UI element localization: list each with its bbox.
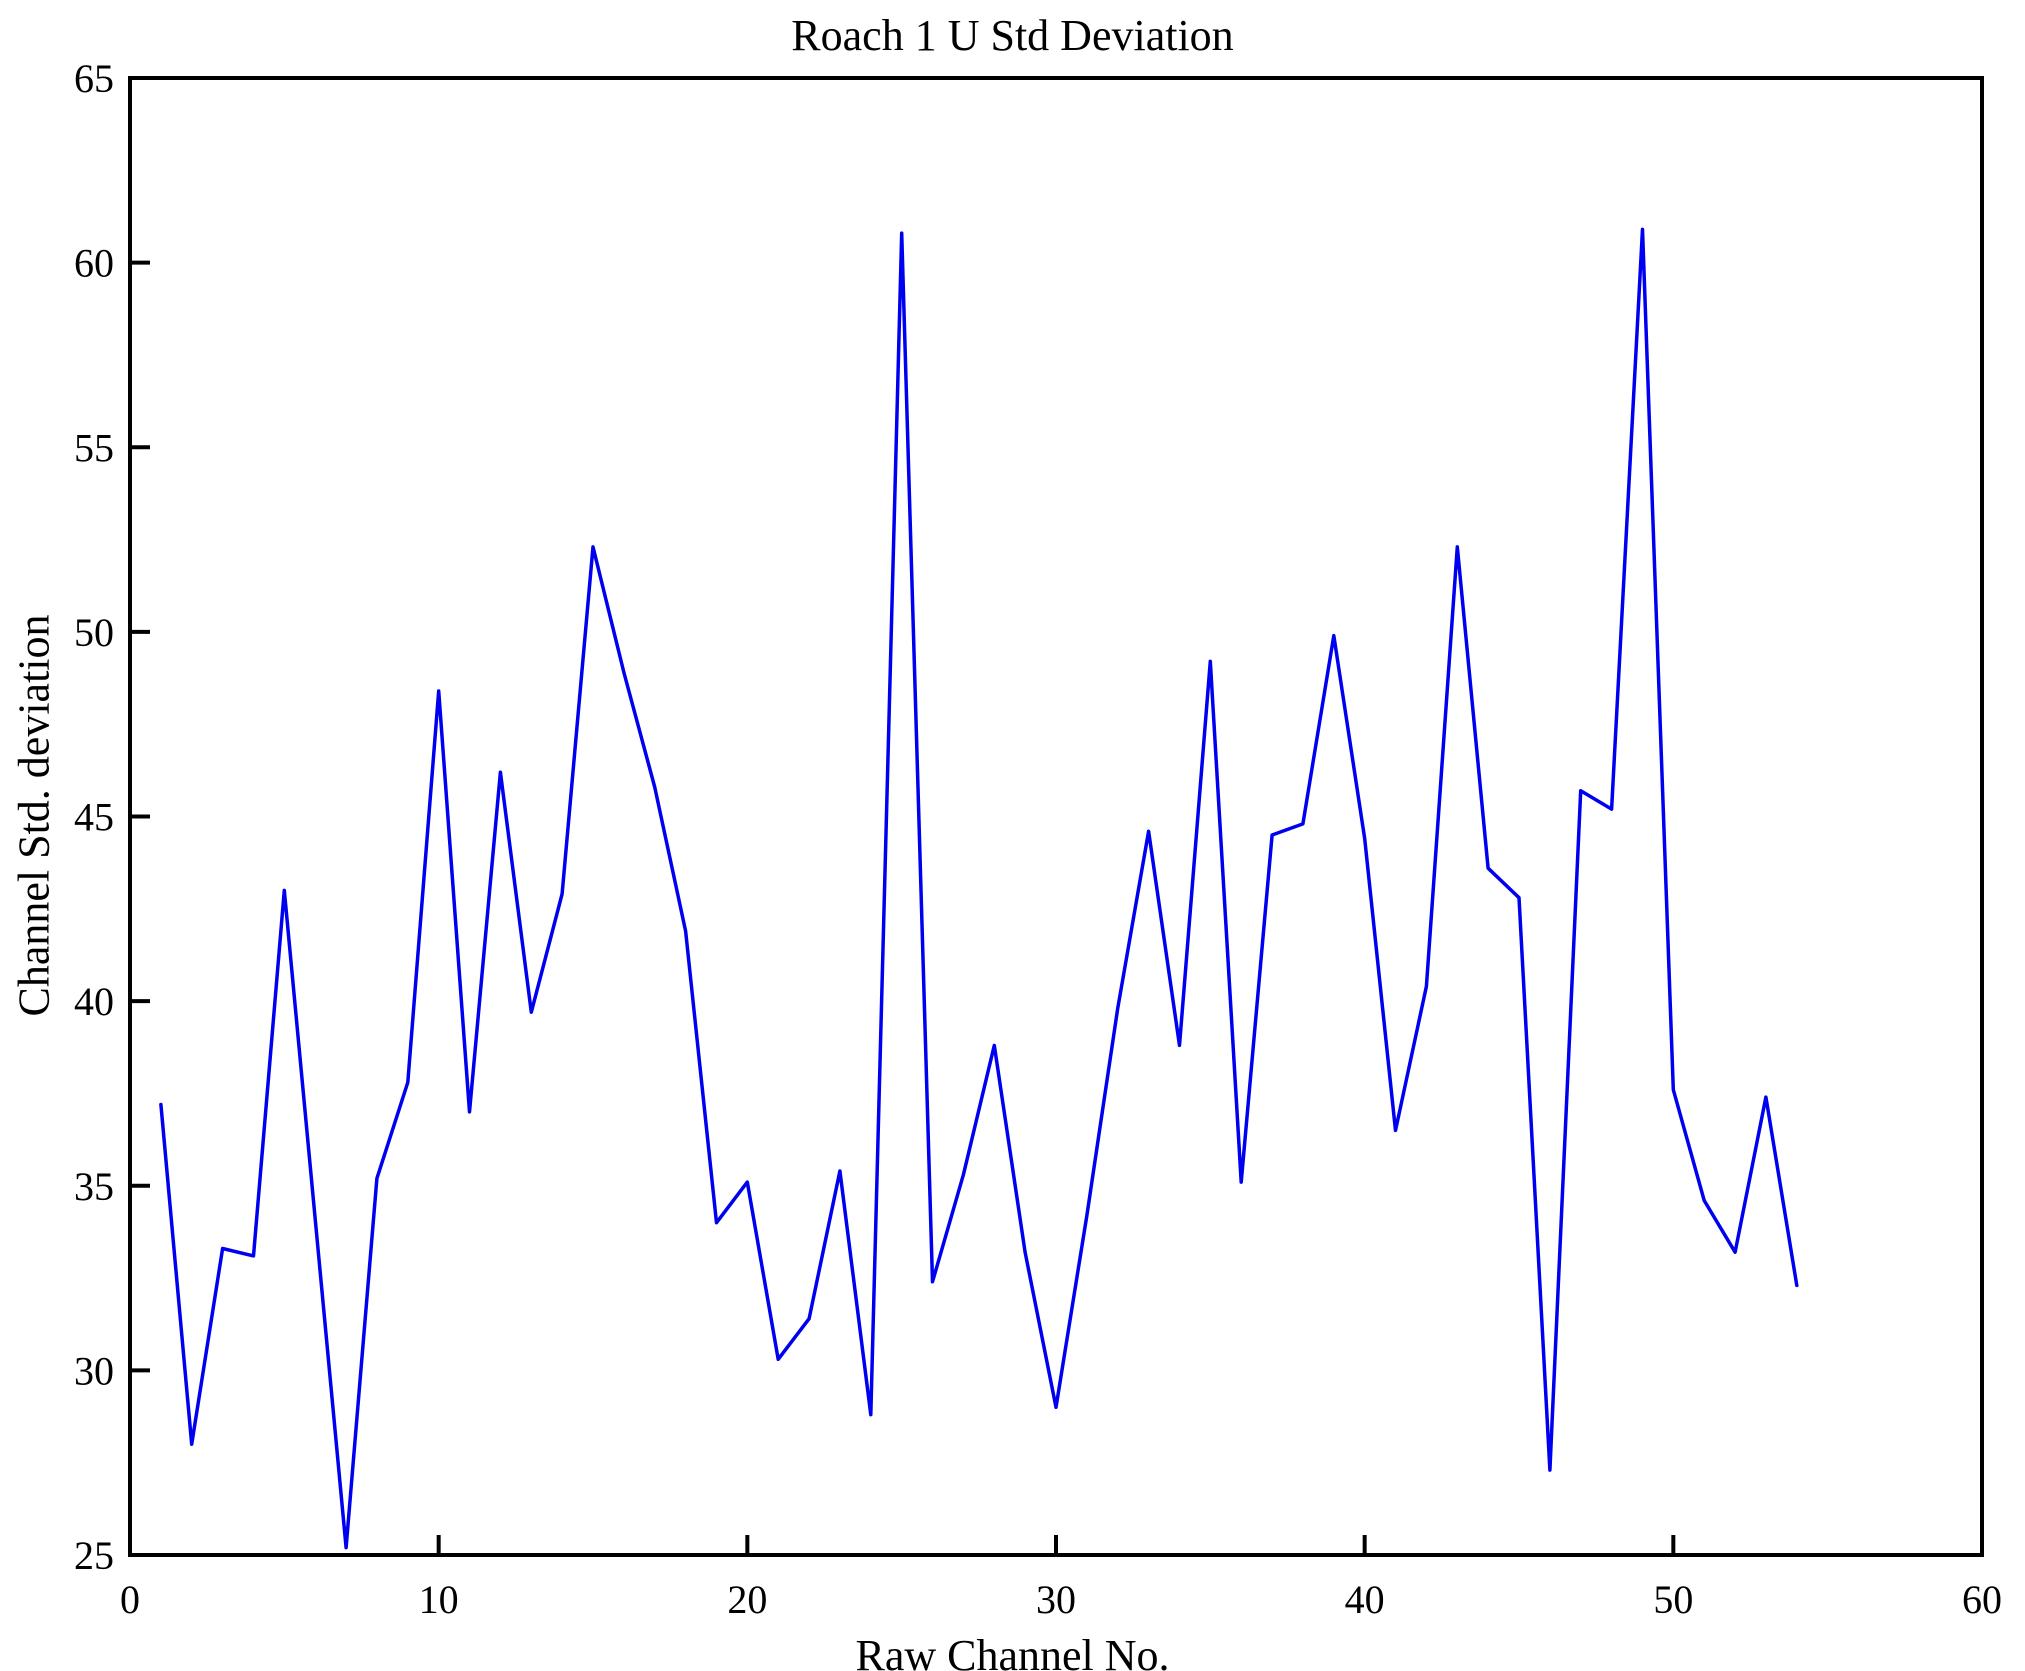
data-line [159, 227, 1799, 1550]
y-tick-label: 30 [74, 1348, 114, 1393]
x-tick-label: 60 [1962, 1577, 2002, 1622]
y-tick-label: 25 [74, 1533, 114, 1578]
chart-title: Roach 1 U Std Deviation [791, 11, 1234, 60]
x-tick-label: 10 [419, 1577, 459, 1622]
x-tick-label: 0 [120, 1577, 140, 1622]
y-tick-label: 50 [74, 610, 114, 655]
x-axis-label: Raw Channel No. [855, 1631, 1170, 1671]
y-axis-label: Channel Std. deviation [9, 614, 59, 1017]
y-tick-label: 35 [74, 1164, 114, 1209]
y-tick-label: 55 [74, 425, 114, 470]
x-tick-label: 40 [1345, 1577, 1385, 1622]
y-tick-label: 65 [74, 56, 114, 101]
y-tick-label: 45 [74, 795, 114, 840]
y-tick-label: 60 [74, 241, 114, 286]
x-tick-label: 50 [1653, 1577, 1693, 1622]
x-tick-label: 20 [727, 1577, 767, 1622]
axes-box [128, 76, 1984, 1557]
y-tick-label: 40 [74, 979, 114, 1024]
x-tick-label: 30 [1036, 1577, 1076, 1622]
